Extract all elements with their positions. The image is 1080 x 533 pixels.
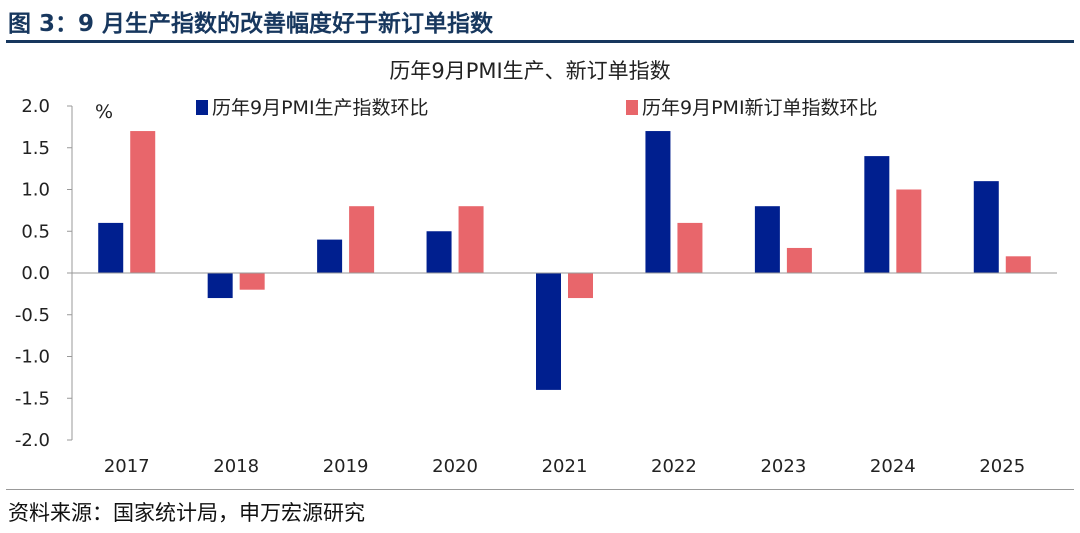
bar-new-orders-2024 (896, 189, 922, 273)
bar-new-orders-2018 (239, 273, 265, 290)
bar-production-2023 (754, 206, 780, 273)
y-tick-label: 2.0 (21, 96, 50, 117)
y-tick-label: -1.5 (15, 388, 50, 409)
bar-new-orders-2019 (349, 206, 375, 273)
source-divider (6, 489, 1074, 490)
bar-production-2020 (426, 231, 452, 273)
x-tick-label: 2025 (979, 456, 1025, 477)
bar-production-2017 (98, 222, 124, 273)
x-tick-label: 2022 (651, 456, 697, 477)
legend-swatch-production (196, 100, 208, 115)
y-tick-label: 0.5 (21, 221, 50, 242)
source-note: 资料来源：国家统计局，申万宏源研究 (8, 501, 365, 525)
y-tick-label: -1.0 (15, 347, 50, 368)
x-tick-label: 2024 (870, 456, 916, 477)
title-divider (6, 40, 1074, 43)
x-axis: 2017 2018 2019 2020 2021 2022 2023 2024 2025 (104, 456, 1025, 477)
bar-new-orders-2017 (130, 131, 156, 273)
y-tick-label: -0.5 (15, 305, 50, 326)
bar-new-orders-2023 (786, 247, 812, 273)
x-tick-label: 2017 (104, 456, 150, 477)
legend: 历年9月PMI生产指数环比 历年9月PMI新订单指数环比 (196, 97, 878, 119)
x-tick-label: 2021 (542, 456, 588, 477)
bar-new-orders-2020 (458, 206, 484, 273)
y-axis: 2.0 1.5 1.0 0.5 0.0 -0.5 -1.0 -1.5 -2.0 (15, 96, 72, 451)
bar-new-orders-2021 (568, 273, 593, 299)
x-tick-label: 2019 (323, 456, 369, 477)
bar-production-2019 (317, 239, 343, 273)
y-tick-label: 1.0 (21, 180, 50, 201)
y-tick-label: -2.0 (15, 430, 50, 451)
x-tick-label: 2018 (213, 456, 259, 477)
bar-chart: 历年9月PMI生产、新订单指数 % 历年9月PMI生产指数环比 历年9月PMI新… (15, 59, 1057, 477)
legend-label-new-orders: 历年9月PMI新订单指数环比 (642, 97, 878, 119)
bar-new-orders-2022 (677, 222, 703, 273)
bar-production-2022 (645, 131, 671, 273)
y-tick-label: 0.0 (21, 263, 50, 284)
figure-title: 图 3：9 月生产指数的改善幅度好于新订单指数 (8, 11, 494, 37)
bars (98, 131, 1031, 390)
bar-production-2018 (207, 273, 233, 299)
x-tick-label: 2023 (760, 456, 806, 477)
y-tick-label: 1.5 (21, 138, 50, 159)
legend-label-production: 历年9月PMI生产指数环比 (212, 97, 429, 119)
y-axis-unit: % (95, 101, 113, 123)
bar-production-2024 (864, 156, 890, 273)
legend-swatch-new-orders (626, 100, 638, 115)
chart-title: 历年9月PMI生产、新订单指数 (389, 59, 670, 83)
bar-production-2021 (536, 273, 561, 390)
bar-new-orders-2025 (1005, 256, 1031, 273)
x-tick-label: 2020 (432, 456, 478, 477)
bar-production-2025 (973, 181, 999, 273)
